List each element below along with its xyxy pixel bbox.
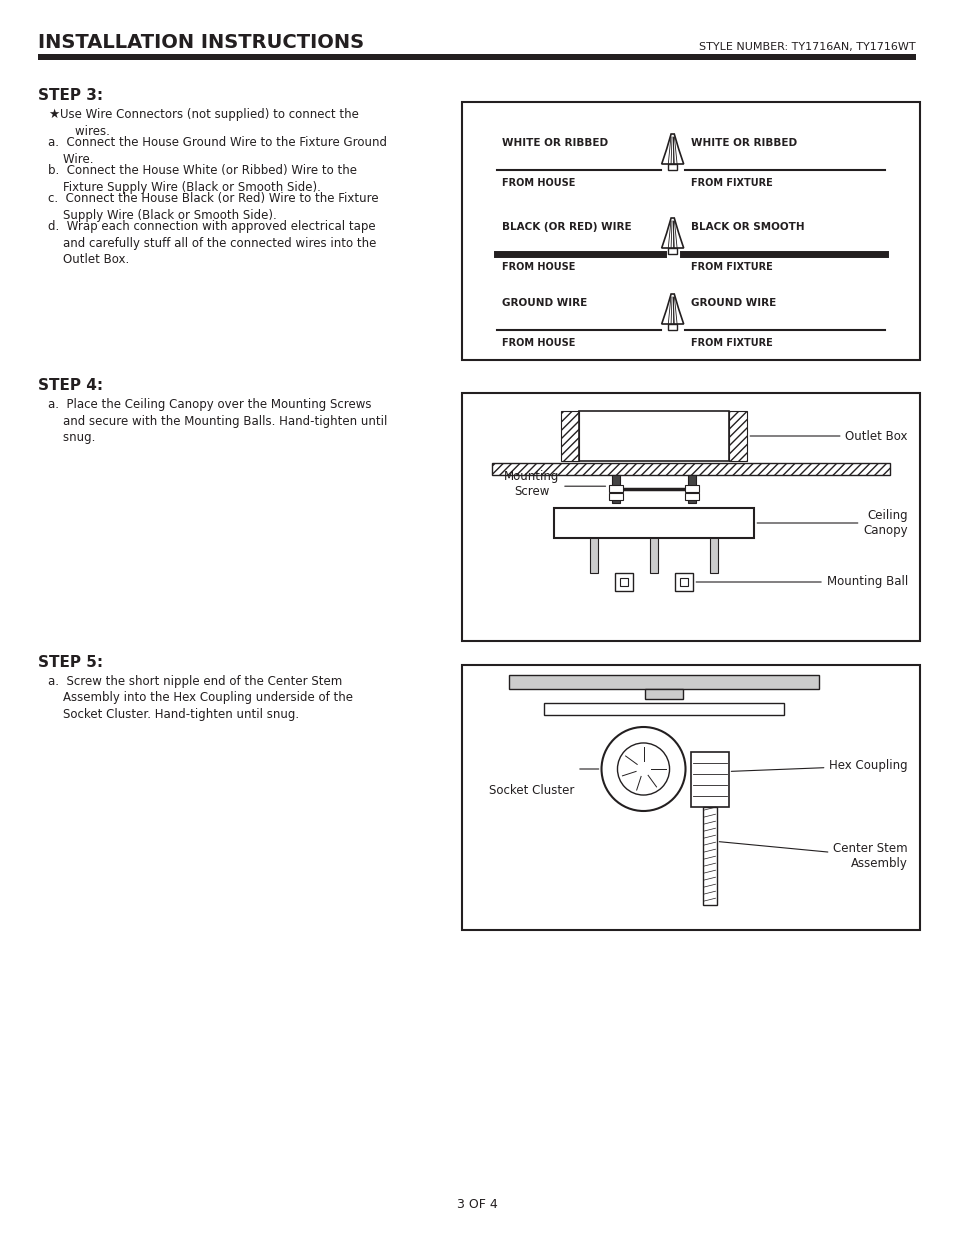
Text: Ceiling
Canopy: Ceiling Canopy [757,509,907,537]
Text: Mounting Ball: Mounting Ball [696,576,907,589]
Bar [644,689,681,699]
Text: c.  Connect the House Black (or Red) Wire to the Fixture
    Supply Wire (Black : c. Connect the House Black (or Red) Wire… [48,191,378,221]
Text: GROUND WIRE: GROUND WIRE [690,298,775,308]
Text: BLACK (OR RED) WIRE: BLACK (OR RED) WIRE [501,222,631,232]
Text: STYLE NUMBER: TY1716AN, TY1716WT: STYLE NUMBER: TY1716AN, TY1716WT [699,42,915,52]
Circle shape [601,727,685,811]
Bar [590,538,598,573]
Bar [650,538,658,573]
Bar [461,393,919,641]
Text: FROM HOUSE: FROM HOUSE [501,262,575,272]
Text: b.  Connect the House White (or Ribbed) Wire to the
    Fixture Supply Wire (Bla: b. Connect the House White (or Ribbed) W… [48,164,356,194]
Polygon shape [661,135,683,164]
Text: BLACK OR SMOOTH: BLACK OR SMOOTH [690,222,803,232]
Polygon shape [661,294,683,324]
Bar [609,493,622,500]
Bar [684,493,699,500]
Bar [492,463,889,475]
Text: STEP 4:: STEP 4: [38,378,103,393]
Text: FROM HOUSE: FROM HOUSE [501,178,575,188]
Bar [729,411,746,461]
Bar [684,485,699,492]
Bar [508,676,818,689]
Bar [667,164,677,170]
Text: Hex Coupling: Hex Coupling [731,760,907,772]
Bar [710,538,718,573]
Text: Center Stem
Assembly: Center Stem Assembly [719,842,907,871]
Text: d.  Wrap each connection with approved electrical tape
    and carefully stuff a: d. Wrap each connection with approved el… [48,220,376,266]
Bar [543,703,782,715]
Bar [609,485,622,492]
Text: Socket Cluster: Socket Cluster [489,784,574,797]
Text: FROM FIXTURE: FROM FIXTURE [690,262,772,272]
Text: STEP 3:: STEP 3: [38,88,103,103]
Bar [461,664,919,930]
Text: STEP 5:: STEP 5: [38,655,103,671]
Text: WHITE OR RIBBED: WHITE OR RIBBED [690,138,796,148]
Text: 3 OF 4: 3 OF 4 [456,1198,497,1212]
Text: ★: ★ [48,107,59,121]
Bar [461,103,919,359]
Text: GROUND WIRE: GROUND WIRE [501,298,587,308]
Text: a.  Connect the House Ground Wire to the Fixture Ground
    Wire.: a. Connect the House Ground Wire to the … [48,136,387,165]
Bar [560,411,578,461]
Bar [688,475,696,503]
Text: Use Wire Connectors (not supplied) to connect the
    wires.: Use Wire Connectors (not supplied) to co… [60,107,358,137]
Text: FROM HOUSE: FROM HOUSE [501,338,575,348]
Text: a.  Screw the short nipple end of the Center Stem
    Assembly into the Hex Coup: a. Screw the short nipple end of the Cen… [48,676,353,721]
Text: a.  Place the Ceiling Canopy over the Mounting Screws
    and secure with the Mo: a. Place the Ceiling Canopy over the Mou… [48,398,387,445]
Text: WHITE OR RIBBED: WHITE OR RIBBED [501,138,607,148]
Polygon shape [661,219,683,248]
Bar [675,573,693,592]
Text: INSTALLATION INSTRUCTIONS: INSTALLATION INSTRUCTIONS [38,33,364,52]
Bar [679,578,688,585]
Text: Mounting
Screw: Mounting Screw [504,471,559,498]
Bar [667,324,677,330]
Bar [667,248,677,254]
Text: Outlet Box: Outlet Box [749,430,907,442]
Text: FROM FIXTURE: FROM FIXTURE [690,338,772,348]
Bar [690,752,728,808]
Bar [612,475,619,503]
Bar [619,578,628,585]
Bar [701,808,716,905]
Bar [615,573,633,592]
Bar [578,411,729,461]
Bar [38,54,915,61]
Text: FROM FIXTURE: FROM FIXTURE [690,178,772,188]
Bar [554,508,754,538]
Circle shape [617,743,669,795]
